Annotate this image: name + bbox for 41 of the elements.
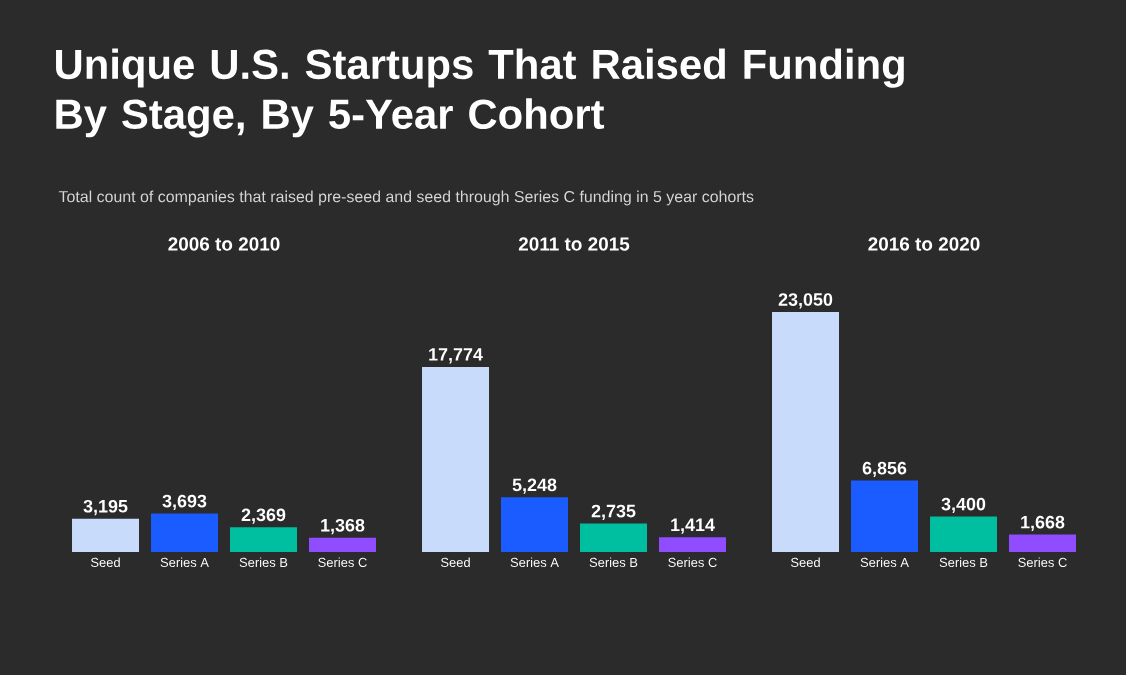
bar: [230, 527, 298, 552]
text: Total count of companies that raised pre-seed and seed through Series C funding in 5 year cohorts: [58, 190, 754, 206]
bar: [501, 497, 569, 552]
x-tick-label: Series C: [318, 557, 367, 568]
data-label: 2,369: [241, 508, 286, 524]
data-label: 5,248: [512, 478, 557, 494]
bar: [772, 311, 840, 552]
x-tick-label: Series B: [589, 557, 638, 568]
bar: [580, 523, 648, 552]
bar: [151, 513, 219, 552]
data-label: 2,735: [591, 504, 636, 520]
data-label: 1,414: [671, 518, 715, 534]
x-tick-label: Series C: [1018, 557, 1067, 568]
chart-title: 2006 to 2010: [168, 237, 280, 251]
x-tick-label: Series A: [160, 557, 209, 568]
bar: [1009, 534, 1077, 552]
x-tick-label: Seed: [790, 557, 820, 568]
bar: [72, 518, 140, 552]
data-label: 23,050: [778, 293, 833, 309]
x-tick-label: Series C: [668, 557, 717, 568]
x-tick-label: Seed: [90, 557, 120, 568]
x-tick-label: Series A: [860, 557, 909, 568]
x-tick-label: Series A: [510, 557, 559, 568]
bar: [930, 516, 998, 552]
text: Unique U.S. Startups That Raised Funding By Stage, By 5-Year Cohort: [56, 48, 904, 138]
bar: [851, 480, 919, 552]
bar: [422, 366, 490, 552]
data-label: 1,668: [1021, 515, 1065, 532]
data-label: 6,856: [862, 461, 907, 478]
bar: [309, 537, 377, 552]
data-label: 3,400: [941, 497, 986, 514]
data-label: 3,195: [83, 499, 128, 516]
x-tick-label: Seed: [440, 557, 470, 568]
x-tick-label: Series B: [239, 557, 288, 568]
data-label: 1,368: [321, 518, 365, 535]
x-tick-label: Series B: [939, 557, 988, 568]
data-label: 3,693: [162, 494, 207, 511]
chart-title: 2011 to 2015: [518, 237, 630, 251]
data-label: 17,774: [429, 348, 483, 364]
chart-title: 2016 to 2020: [868, 237, 980, 251]
bar: [659, 537, 727, 552]
